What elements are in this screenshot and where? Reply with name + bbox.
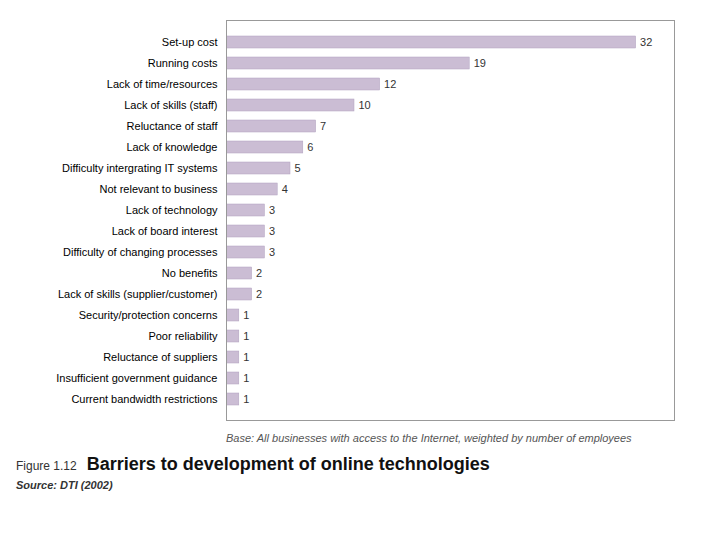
- svg-text:Security/protection concerns: Security/protection concerns: [79, 309, 218, 321]
- svg-text:1: 1: [243, 372, 249, 384]
- svg-text:19: 19: [474, 57, 486, 69]
- svg-text:Insufficient government guidan: Insufficient government guidance: [56, 372, 217, 384]
- svg-text:Difficulty of changing process: Difficulty of changing processes: [63, 246, 218, 258]
- svg-text:Lack of skills (supplier/custo: Lack of skills (supplier/customer): [58, 288, 218, 300]
- html-text:Base: All businesses with acce: Base: All businesses with access to the …: [226, 432, 632, 444]
- svg-text:Not relevant to business: Not relevant to business: [99, 183, 218, 195]
- svg-text:Lack of skills (staff): Lack of skills (staff): [124, 99, 217, 111]
- svg-text:Poor reliability: Poor reliability: [148, 330, 218, 342]
- html-text:Source: DTI (2002): Source: DTI (2002): [16, 479, 113, 491]
- svg-text:1: 1: [243, 393, 249, 405]
- svg-text:Lack of knowledge: Lack of knowledge: [126, 141, 217, 153]
- svg-text:Lack of technology: Lack of technology: [126, 204, 218, 216]
- svg-text:Current bandwidth restrictions: Current bandwidth restrictions: [71, 393, 218, 405]
- svg-text:2: 2: [256, 267, 262, 279]
- svg-text:Set-up cost: Set-up cost: [162, 36, 218, 48]
- svg-text:3: 3: [269, 225, 275, 237]
- svg-text:1: 1: [243, 330, 249, 342]
- svg-text:2: 2: [256, 288, 262, 300]
- svg-text:Running costs: Running costs: [148, 57, 218, 69]
- svg-text:12: 12: [384, 78, 396, 90]
- svg-text:3: 3: [269, 246, 275, 258]
- svg-text:6: 6: [307, 141, 313, 153]
- svg-text:1: 1: [243, 309, 249, 321]
- html-text:Barriers to development of onl: Barriers to development of online techno…: [86, 454, 490, 474]
- svg-text:Lack of time/resources: Lack of time/resources: [107, 78, 218, 90]
- svg-text:Lack of board interest: Lack of board interest: [112, 225, 218, 237]
- svg-text:32: 32: [640, 36, 652, 48]
- svg-text:7: 7: [320, 120, 326, 132]
- svg-text:Difficulty intergrating IT sys: Difficulty intergrating IT systems: [62, 162, 218, 174]
- html-text:Figure 1.12: Figure 1.12: [16, 459, 77, 473]
- svg-text:No benefits: No benefits: [162, 267, 218, 279]
- svg-text:5: 5: [295, 162, 301, 174]
- svg-text:10: 10: [359, 99, 371, 111]
- svg-text:1: 1: [243, 351, 249, 363]
- svg-text:Reluctance of suppliers: Reluctance of suppliers: [103, 351, 218, 363]
- svg-text:4: 4: [282, 183, 288, 195]
- svg-text:Reluctance of staff: Reluctance of staff: [127, 120, 219, 132]
- svg-text:3: 3: [269, 204, 275, 216]
